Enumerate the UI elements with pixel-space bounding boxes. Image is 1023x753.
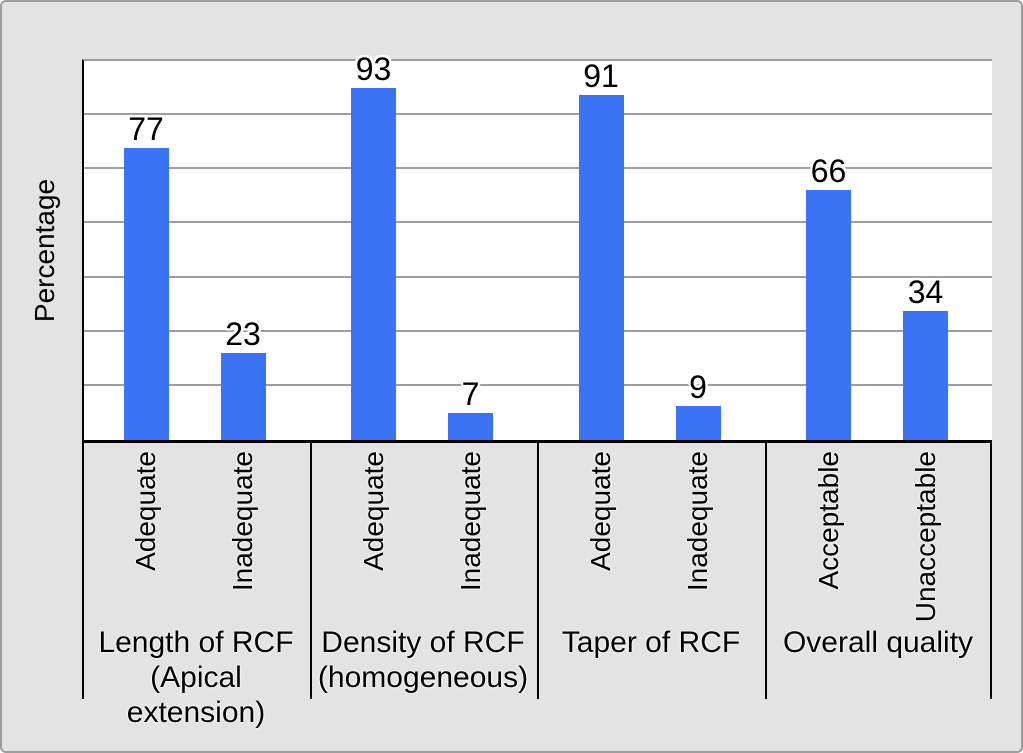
bar-length-adequate: 77 [123,113,169,440]
bar-overall-acceptable: 66 [806,155,851,440]
bar-taper-inadequate: 9 [675,371,721,440]
bar-taper-adequate: 91 [578,60,624,440]
gridline [84,113,992,115]
group-divider [765,443,767,699]
bar-density-adequate: 93 [351,53,396,440]
bar-value-label: 77 [128,111,164,148]
bar-value-label: 93 [355,50,392,87]
plot-area: 77 23 93 7 91 9 66 34 [82,53,992,443]
bar-value-label: 9 [689,368,707,405]
bar-density-inadequate: 7 [448,378,493,440]
bar-value-label: 91 [583,58,619,95]
y-axis-title: Percentage [29,178,60,323]
gridline [84,276,992,278]
bar-value-label: 66 [810,152,847,189]
group-label-taper: Taper of RCF [561,626,741,659]
group-label-density: Density of RCF (homogeneous) [317,626,529,694]
group-divider [537,443,539,699]
bar-value-label: 23 [225,315,261,352]
gridline [84,384,992,386]
bar-overall-unacceptable: 34 [903,276,948,440]
gridline [84,167,992,169]
bar-length-inadequate: 23 [220,318,266,440]
category-axis-band [82,443,992,699]
group-label-length: Length of RCF (Apical extension) [98,626,294,729]
gridline [84,221,992,223]
group-label-overall: Overall quality [782,626,974,659]
group-divider [310,443,312,699]
bar-value-label: 7 [461,376,480,413]
gridline [84,330,992,332]
bar-value-label: 34 [907,274,944,311]
